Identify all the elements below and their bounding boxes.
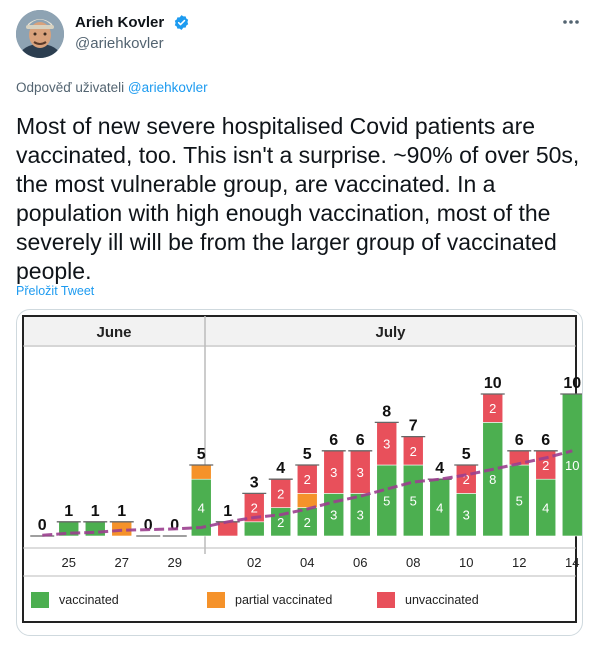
month-header-band — [24, 317, 575, 347]
bar-segment-partial-04 — [296, 493, 318, 508]
segment-label-11-vaccinated: 8 — [489, 472, 496, 487]
segment-label-08-unvaccinated: 2 — [410, 444, 417, 459]
legend-label-unvaccinated: unvaccinated — [405, 593, 479, 607]
total-label-01: 1 — [223, 503, 232, 520]
x-tick-label-10: 10 — [459, 555, 473, 570]
segment-label-03-unvaccinated: 2 — [277, 486, 284, 501]
segment-label-07-unvaccinated: 3 — [383, 437, 390, 452]
segment-label-10-unvaccinated: 2 — [463, 472, 470, 487]
total-label-30: 5 — [197, 446, 206, 463]
total-label-03: 4 — [276, 460, 285, 477]
x-tick-label-12: 12 — [512, 555, 526, 570]
tweet-text: Most of new severe hospitalised Covid pa… — [16, 113, 586, 284]
segment-label-12-vaccinated: 5 — [516, 494, 523, 509]
total-label-04: 5 — [303, 446, 312, 463]
x-tick-label-04: 04 — [300, 555, 314, 570]
total-label-05: 6 — [329, 432, 338, 449]
total-label-13: 6 — [541, 432, 550, 449]
segment-label-13-unvaccinated: 2 — [542, 458, 549, 473]
legend-swatch-unvaccinated — [377, 592, 395, 608]
bar-segment-vaccinated-02 — [243, 521, 265, 537]
legend-label-vaccinated: vaccinated — [59, 593, 119, 607]
total-label-29: 0 — [170, 517, 179, 534]
total-label-10: 5 — [462, 446, 471, 463]
segment-label-09-vaccinated: 4 — [436, 501, 443, 516]
x-tick-label-25: 25 — [62, 555, 76, 570]
segment-label-05-unvaccinated: 3 — [330, 465, 337, 480]
segment-label-30-vaccinated: 4 — [198, 501, 205, 516]
segment-label-03-vaccinated: 2 — [277, 515, 284, 530]
segment-label-05-vaccinated: 3 — [330, 508, 337, 523]
total-label-24: 0 — [38, 517, 47, 534]
author-handle[interactable]: @ariehkovler — [75, 35, 164, 52]
total-label-25: 1 — [64, 503, 73, 520]
bar-segment-unvaccinated-01 — [217, 521, 239, 537]
x-tick-label-08: 08 — [406, 555, 420, 570]
total-label-11: 10 — [484, 375, 502, 392]
avatar[interactable] — [16, 10, 64, 58]
total-label-08: 7 — [409, 418, 418, 435]
total-label-14: 10 — [563, 375, 581, 392]
tweet-header: Arieh Kovler @ariehkovler — [16, 10, 581, 62]
legend-swatch-partial — [207, 592, 225, 608]
total-label-09: 4 — [435, 460, 444, 477]
month-label-june: June — [96, 324, 131, 341]
total-label-12: 6 — [515, 432, 524, 449]
reply-prefix: Odpověď uživateli — [16, 80, 125, 95]
segment-label-14-vaccinated: 10 — [565, 458, 579, 473]
x-tick-label-02: 02 — [247, 555, 261, 570]
segment-label-10-vaccinated: 3 — [463, 508, 470, 523]
reply-context: Odpověď uživateli @ariehkovler — [16, 80, 208, 95]
legend-label-partial: partial vaccinated — [235, 593, 332, 607]
total-label-26: 1 — [91, 503, 100, 520]
total-label-02: 3 — [250, 474, 259, 491]
more-options-icon[interactable] — [561, 12, 581, 32]
segment-label-04-unvaccinated: 2 — [304, 472, 311, 487]
avatar-photo-icon — [16, 10, 64, 58]
segment-label-06-vaccinated: 3 — [357, 508, 364, 523]
author-display-name[interactable]: Arieh Kovler — [75, 14, 165, 32]
verified-badge-icon — [173, 14, 190, 31]
total-label-27: 1 — [117, 503, 126, 520]
translate-tweet-link[interactable]: Přeložit Tweet — [16, 284, 95, 298]
x-tick-label-14: 14 — [565, 555, 579, 570]
segment-label-07-vaccinated: 5 — [383, 494, 390, 509]
author-block[interactable]: Arieh Kovler @ariehkovler — [75, 14, 190, 52]
segment-label-02-unvaccinated: 2 — [251, 501, 258, 516]
trend-line — [42, 449, 573, 537]
segment-label-11-unvaccinated: 2 — [489, 401, 496, 416]
legend-swatch-vaccinated — [31, 592, 49, 608]
segment-label-06-unvaccinated: 3 — [357, 465, 364, 480]
x-tick-label-06: 06 — [353, 555, 367, 570]
total-label-07: 8 — [382, 403, 391, 420]
bar-segment-partial-30 — [190, 464, 212, 480]
total-label-06: 6 — [356, 432, 365, 449]
segment-label-04-vaccinated: 2 — [304, 515, 311, 530]
month-label-july: July — [375, 324, 406, 341]
segment-label-08-vaccinated: 5 — [410, 494, 417, 509]
tweet-image[interactable]: June July 0 1 1 1 0 0 4 5 1 2 3 2 2 4 2 2 5 3 3 6 3 3 6 5 3 8 5 2 7 4 4 3… — [16, 309, 583, 636]
segment-label-13-vaccinated: 4 — [542, 501, 549, 516]
x-tick-label-27: 27 — [115, 555, 129, 570]
x-tick-label-29: 29 — [168, 555, 182, 570]
total-label-28: 0 — [144, 517, 153, 534]
reply-mention-link[interactable]: @ariehkovler — [127, 80, 208, 95]
